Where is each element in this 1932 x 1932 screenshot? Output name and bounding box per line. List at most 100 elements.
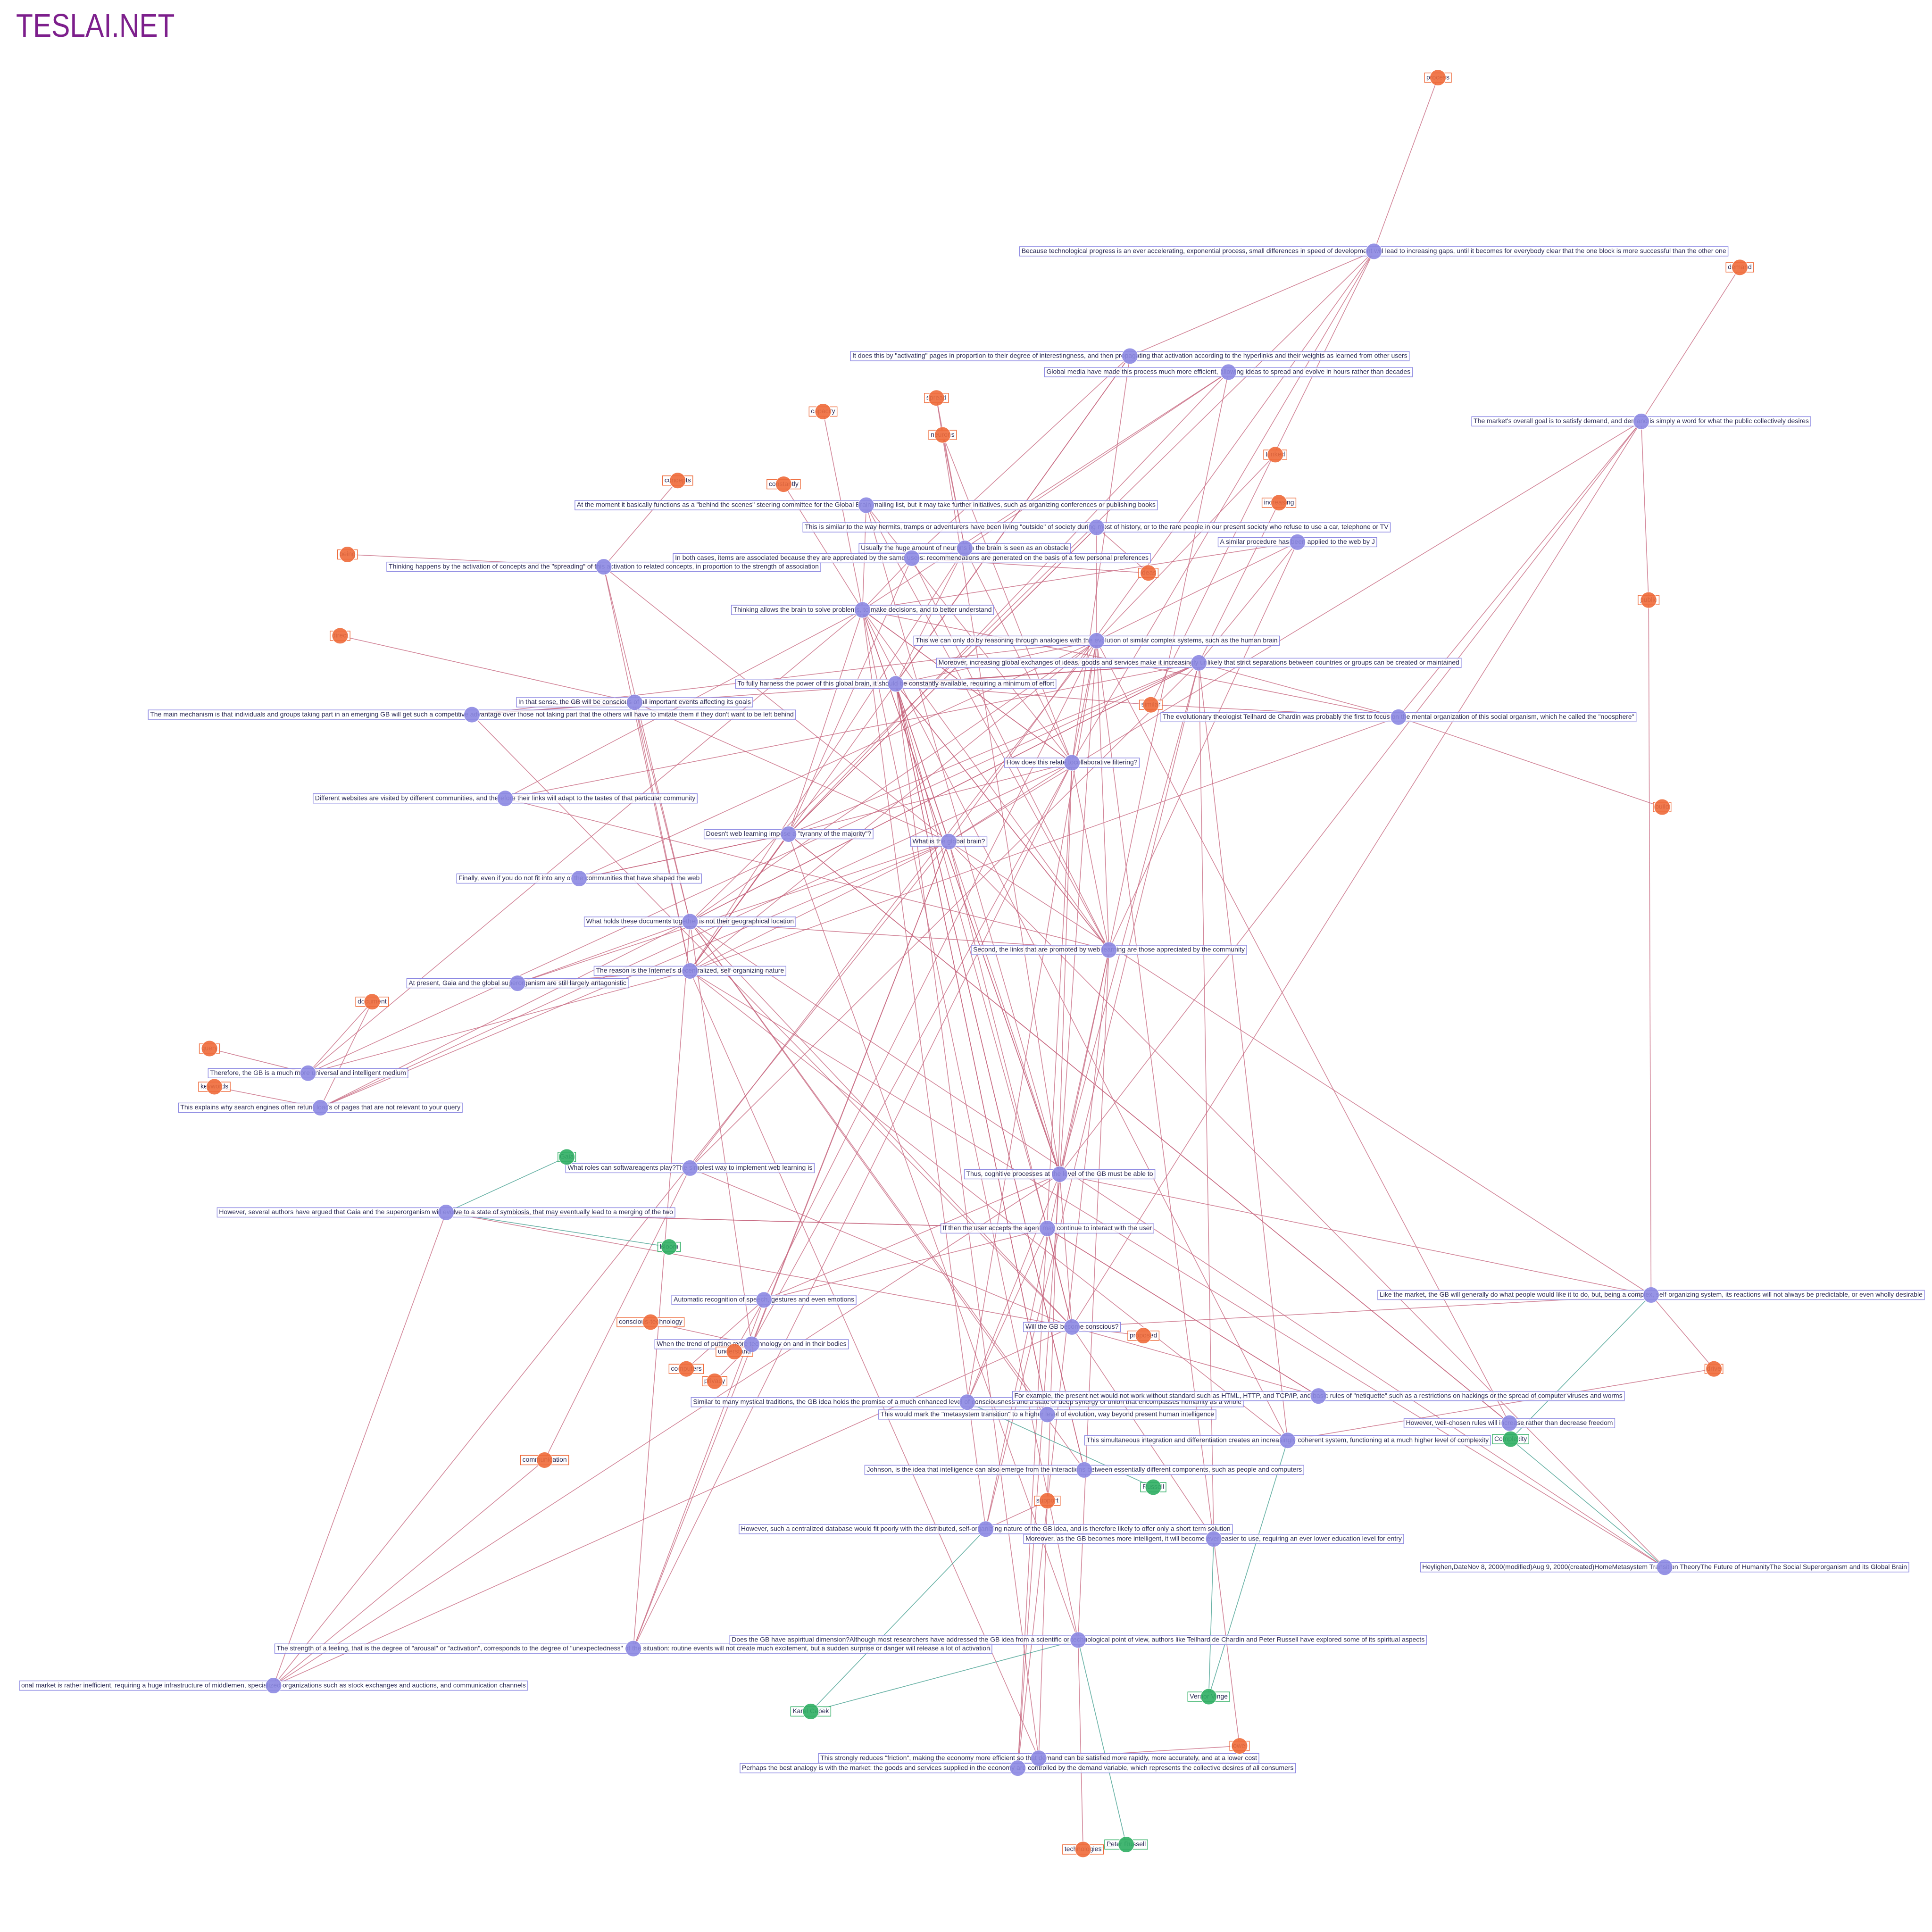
edge — [964, 548, 1073, 763]
node — [558, 1149, 575, 1166]
node — [815, 403, 832, 420]
edges — [209, 77, 1740, 1850]
edge — [1096, 640, 1510, 1424]
node — [1271, 494, 1288, 511]
edge — [1047, 1228, 1319, 1397]
node — [1429, 69, 1446, 86]
edge — [690, 921, 752, 1345]
node — [682, 962, 699, 979]
edge — [690, 971, 1039, 1758]
edge — [788, 834, 1079, 1641]
edge — [505, 662, 1199, 799]
edge — [1071, 1326, 1214, 1540]
node — [1366, 243, 1382, 260]
edge — [1208, 1440, 1288, 1697]
edge — [690, 970, 1665, 1568]
edge — [1096, 641, 1214, 1539]
edge — [340, 635, 635, 703]
node — [1205, 1531, 1222, 1548]
node — [1706, 1360, 1723, 1377]
edge — [895, 683, 1109, 950]
node — [928, 390, 945, 407]
edge — [751, 841, 949, 1345]
node — [206, 1078, 223, 1095]
edge — [690, 548, 966, 971]
node — [1100, 941, 1117, 958]
edge — [603, 566, 691, 971]
edge — [764, 1174, 1060, 1300]
nodes — [201, 69, 1748, 1858]
edge — [1072, 1294, 1651, 1328]
node — [595, 558, 612, 575]
edge — [862, 372, 1229, 610]
node — [858, 497, 874, 514]
edge — [966, 1174, 1060, 1403]
node — [1088, 632, 1105, 649]
edge — [1071, 251, 1374, 763]
node — [903, 550, 920, 566]
node — [726, 1343, 743, 1360]
node — [625, 1640, 642, 1657]
edge — [764, 1228, 1048, 1300]
edge — [949, 421, 1641, 842]
edge — [634, 702, 691, 971]
node — [743, 1336, 760, 1353]
node — [1501, 1415, 1518, 1432]
node — [1088, 519, 1105, 536]
node — [756, 1291, 773, 1308]
edge — [308, 1001, 373, 1074]
edge — [895, 683, 1085, 1470]
edge — [862, 609, 1109, 950]
edge — [690, 662, 1199, 922]
node — [660, 1239, 677, 1256]
edge — [1648, 600, 1652, 1295]
node — [1064, 1318, 1081, 1335]
node — [959, 1394, 976, 1411]
node — [509, 975, 526, 992]
edge — [1198, 663, 1288, 1441]
edge — [788, 833, 1510, 1424]
node — [364, 993, 381, 1010]
node — [706, 1373, 723, 1390]
edge — [948, 841, 1651, 1296]
edge — [985, 949, 1109, 1529]
edge — [1108, 542, 1298, 950]
node — [1121, 348, 1138, 365]
edge — [690, 251, 1374, 922]
edge — [1510, 1439, 1665, 1568]
edge — [788, 762, 1072, 835]
edge — [690, 640, 1097, 972]
node — [1142, 696, 1159, 713]
edge — [895, 548, 966, 684]
node — [438, 1204, 455, 1221]
edge — [634, 702, 949, 842]
edge — [964, 372, 1229, 549]
edge — [505, 798, 1109, 950]
edge — [1017, 762, 1073, 1768]
edge — [763, 641, 1097, 1300]
node — [626, 694, 643, 711]
edge — [690, 921, 1048, 1415]
edge — [1198, 663, 1214, 1539]
edge — [1510, 1294, 1651, 1440]
edge — [1641, 421, 1649, 600]
edge — [273, 1174, 1060, 1686]
watermark: TESLAI.NET — [16, 7, 175, 44]
node — [571, 870, 588, 887]
edge — [1059, 421, 1642, 1174]
edge — [895, 356, 1131, 684]
node — [1656, 1559, 1673, 1576]
node — [887, 675, 904, 692]
edge — [603, 480, 678, 567]
edge — [1096, 527, 1149, 574]
node — [339, 546, 356, 563]
edge — [690, 970, 1288, 1441]
node — [1039, 1220, 1056, 1237]
edge — [895, 683, 1048, 1229]
edge — [1017, 949, 1109, 1768]
node — [1009, 1760, 1026, 1777]
edge — [579, 833, 789, 879]
edge — [1373, 77, 1439, 252]
edge — [866, 505, 1109, 950]
node — [1231, 1738, 1248, 1755]
